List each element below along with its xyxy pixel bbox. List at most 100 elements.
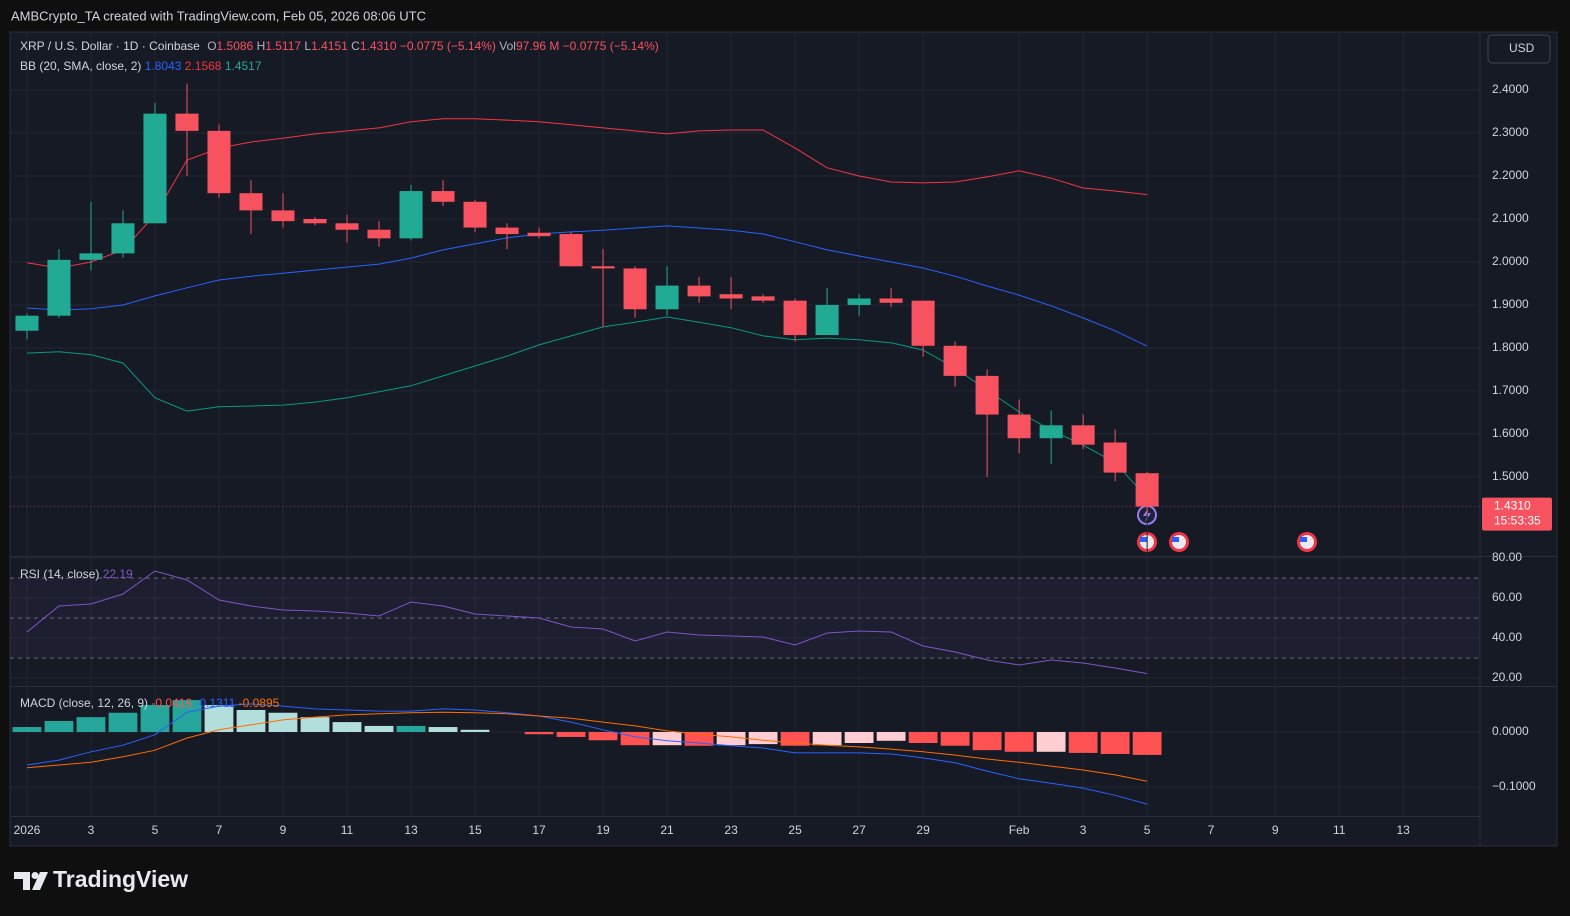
x-tick-label: 3	[1080, 823, 1087, 837]
legend-value: 1.4151	[311, 39, 348, 53]
candle-body	[399, 191, 423, 239]
candle-body	[591, 266, 615, 269]
candle-body	[463, 201, 487, 228]
candle-body	[559, 234, 583, 267]
histogram-bar	[748, 731, 778, 745]
candle-body	[47, 259, 71, 316]
bb-line	[26, 225, 1148, 347]
logo-mark	[14, 872, 30, 890]
candle-body	[847, 298, 871, 305]
candle-body	[1135, 473, 1159, 507]
candle-body	[719, 294, 743, 299]
x-tick-label: 9	[280, 823, 287, 837]
x-tick-label: 3	[88, 823, 95, 837]
candle-body	[175, 113, 199, 131]
candle-body	[495, 227, 519, 235]
last-price-label: 1.4310	[1494, 499, 1531, 513]
logo-text: TradingView	[53, 866, 188, 892]
y-tick-label: 1.5000	[1492, 469, 1529, 483]
candle-body	[335, 223, 359, 230]
histogram-bar	[1036, 731, 1066, 752]
indicator-title: RSI (14, close)	[20, 567, 100, 581]
x-tick-label: 11	[1333, 823, 1346, 837]
candle-body	[1039, 425, 1063, 439]
macd-line	[26, 703, 1148, 805]
histogram-bar	[940, 731, 970, 746]
x-tick-label: 29	[916, 823, 930, 837]
x-tick-label: 25	[788, 823, 802, 837]
legend-value: 1.5086	[216, 39, 254, 53]
symbol-title: XRP / U.S. Dollar · 1D · Coinbase	[20, 39, 200, 53]
x-tick-label: 9	[1272, 823, 1279, 837]
y-tick-label: 2.1000	[1492, 211, 1529, 225]
legend-value: 1.8043	[144, 59, 182, 73]
histogram-bar	[236, 709, 266, 732]
attribution: AMBCrypto_TA created with TradingView.co…	[11, 8, 426, 23]
candle-body	[239, 193, 263, 211]
candle-body	[111, 223, 135, 254]
x-tick-label: 15	[468, 823, 482, 837]
legend-value: 1.4517	[224, 59, 262, 73]
y-tick-label: 2.2000	[1492, 168, 1529, 182]
last-price-box	[1482, 497, 1552, 531]
candle-body	[655, 285, 679, 310]
histogram-bar	[396, 725, 426, 732]
legend-volume: 97.96 M	[515, 39, 560, 53]
x-tick-label: 17	[532, 823, 546, 837]
y-tick-label: 1.7000	[1492, 383, 1529, 397]
histogram-bar	[12, 727, 42, 732]
legend-change: −0.0775 (−5.14%)	[562, 39, 659, 53]
legend-value: 22.19	[102, 567, 133, 581]
candle-body	[367, 229, 391, 239]
candle-body	[911, 300, 935, 346]
histogram-bar	[812, 731, 842, 746]
y-tick-label: 40.00	[1492, 630, 1522, 644]
legend-key: C	[351, 39, 360, 53]
event-icon-flag	[1172, 537, 1179, 542]
histogram-bar	[1068, 731, 1098, 753]
x-tick-label: 5	[152, 823, 159, 837]
histogram-bar	[300, 717, 330, 732]
candle-body	[943, 345, 967, 376]
legend-key: H	[256, 39, 266, 53]
candle-body	[431, 191, 455, 202]
y-tick-label: 1.8000	[1492, 340, 1529, 354]
x-tick-label: 7	[1208, 823, 1215, 837]
histogram-bar	[876, 731, 906, 741]
candle-body	[207, 130, 231, 194]
candle-body	[271, 210, 295, 222]
histogram-bar	[364, 725, 394, 732]
x-tick-label: 11	[341, 823, 354, 837]
macd-legend: MACD (close, 12, 26, 9) -0.0416 -0.1311 …	[20, 696, 279, 710]
legend-value: 2.1568	[184, 59, 222, 73]
price-legend: XRP / U.S. Dollar · 1D · Coinbase O1.508…	[20, 39, 659, 53]
event-icon-flag	[1300, 537, 1307, 542]
candle-body	[303, 218, 327, 224]
currency-label[interactable]: USD	[1509, 41, 1535, 55]
candle-body	[1007, 414, 1031, 439]
histogram-bar	[172, 700, 202, 732]
currency-button[interactable]	[1487, 34, 1551, 64]
legend-value: 1.4310	[359, 39, 397, 53]
candle-body	[143, 113, 167, 224]
x-tick-label: 23	[724, 823, 738, 837]
histogram-bar	[972, 731, 1002, 751]
histogram-bar	[716, 731, 746, 746]
grid	[10, 32, 1480, 816]
candle-body	[687, 285, 711, 297]
legend-value: -0.1311	[195, 696, 236, 710]
candle-body	[1103, 442, 1127, 473]
y-tick-label: 2.3000	[1492, 125, 1529, 139]
histogram-bar	[524, 731, 554, 735]
candle-body	[527, 232, 551, 237]
histogram-bar	[76, 717, 106, 732]
y-tick-label: −0.1000	[1492, 779, 1536, 793]
y-tick-label: 0.0000	[1492, 724, 1529, 738]
y-tick-label: 80.00	[1492, 550, 1522, 564]
histogram-bar	[1132, 731, 1162, 755]
candle-body	[1071, 425, 1095, 445]
rsi-line	[26, 570, 1148, 675]
histogram-bar	[428, 727, 458, 732]
histogram-bar	[460, 729, 490, 732]
